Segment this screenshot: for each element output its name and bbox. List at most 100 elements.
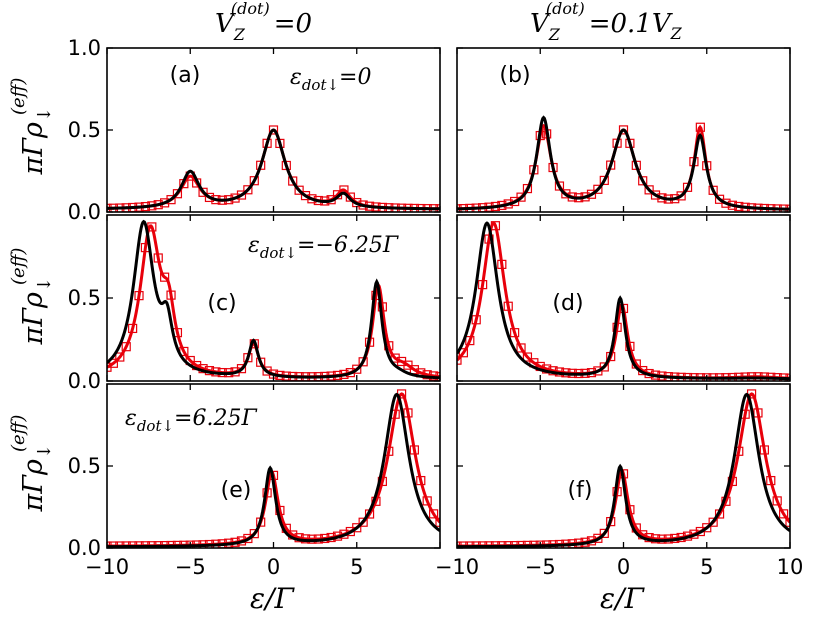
y-axis-label-row-1: πΓρ↓(eff) — [8, 248, 55, 346]
red-series-line — [107, 128, 440, 211]
svg-text:πΓρ↓(eff): πΓρ↓(eff) — [8, 248, 55, 346]
column-title-left: VZ(dot)=0 — [215, 0, 312, 44]
red-marker — [458, 348, 468, 358]
red-marker — [561, 189, 571, 199]
red-marker — [638, 176, 648, 186]
red-marker — [465, 335, 475, 346]
x-tick-label: −5 — [525, 555, 556, 579]
red-marker — [288, 176, 298, 186]
red-marker — [300, 191, 311, 201]
y-tick-label: 0.0 — [68, 200, 101, 224]
red-marker — [147, 222, 157, 232]
red-marker — [516, 343, 526, 353]
red-marker — [134, 291, 144, 301]
panel-label: (f) — [568, 478, 593, 503]
red-marker — [586, 189, 597, 199]
red-marker — [593, 184, 603, 194]
black-series-line — [107, 392, 440, 548]
red-marker — [268, 125, 279, 135]
red-marker — [778, 509, 789, 519]
red-marker — [358, 517, 368, 527]
red-marker — [599, 362, 609, 372]
red-marker — [522, 352, 533, 362]
red-marker — [249, 176, 259, 186]
black-series-line — [457, 392, 790, 548]
panel-a: 0.0 0.5 1.0 (a) — [68, 36, 441, 224]
red-marker — [457, 355, 462, 365]
y-tick-label: 0.5 — [68, 118, 101, 142]
x-tick-label: −10 — [435, 555, 479, 579]
red-marker — [484, 234, 494, 244]
y-tick-label: 1.0 — [68, 36, 101, 60]
black-series-line — [457, 115, 790, 211]
red-marker — [682, 182, 693, 192]
red-series-line — [457, 123, 790, 211]
red-marker — [409, 445, 419, 455]
panel-e: −10 −5 0 5 0.0 0.5 (e) — [68, 383, 441, 579]
y-axis-label-row-2: πΓρ↓(eff) — [8, 415, 55, 513]
red-marker — [618, 125, 629, 135]
x-tick-label: 5 — [350, 555, 363, 579]
red-marker — [435, 517, 440, 527]
y-axis-label-row-0: πΓρ↓(eff) — [8, 78, 55, 176]
red-marker — [345, 192, 355, 202]
red-marker — [497, 259, 507, 269]
red-marker — [166, 290, 176, 300]
red-marker — [490, 221, 501, 231]
x-axis-label-right: ε/Γ — [600, 582, 645, 615]
black-series-line — [107, 219, 440, 380]
red-marker — [294, 185, 304, 195]
red-marker — [599, 175, 609, 186]
red-series-markers — [107, 125, 440, 212]
red-marker — [236, 364, 247, 374]
red-marker — [785, 517, 790, 527]
svg-text:πΓρ↓(eff): πΓρ↓(eff) — [8, 78, 55, 176]
red-marker — [128, 323, 138, 334]
row-annotation: εdot↓=0 — [290, 65, 371, 94]
red-marker — [243, 185, 253, 195]
red-marker — [503, 301, 513, 311]
row-annotation: εdot↓=6.25Γ — [125, 406, 257, 435]
red-series-line — [457, 221, 790, 380]
red-marker — [121, 342, 131, 352]
y-tick-label: 0.5 — [68, 286, 101, 310]
black-series-line — [457, 221, 790, 381]
red-marker — [593, 533, 603, 543]
red-marker — [198, 187, 208, 197]
panel-label: (c) — [207, 291, 236, 316]
red-marker — [352, 523, 362, 533]
red-marker — [554, 181, 565, 191]
red-marker — [416, 475, 426, 486]
axes-frame — [106, 383, 441, 549]
x-tick-label: 0 — [267, 555, 280, 579]
red-marker — [262, 366, 272, 376]
x-tick-label: 5 — [700, 555, 713, 579]
panels: 0.0 0.5 1.0 (a) (b) 0.0 0.5 (c) (d) −10 −5 0 5 0.0 0.5… — [68, 36, 804, 579]
red-marker — [249, 529, 259, 539]
red-marker — [115, 352, 125, 362]
black-series-line — [107, 128, 440, 211]
red-marker — [599, 528, 609, 538]
red-marker — [702, 523, 712, 533]
column-title-right: VZ(dot)=0.1VZ — [530, 0, 683, 44]
red-marker — [516, 192, 526, 202]
x-tick-label: 10 — [777, 555, 804, 579]
red-marker — [172, 189, 183, 199]
panel-c: 0.0 0.5 (c) — [68, 214, 441, 393]
red-marker — [352, 364, 362, 374]
red-marker — [471, 315, 481, 325]
red-series-markers — [107, 389, 440, 548]
red-marker — [695, 122, 705, 132]
red-marker — [403, 408, 413, 418]
red-series-markers — [457, 122, 790, 212]
red-marker — [160, 272, 170, 282]
panel-label: (b) — [499, 63, 530, 88]
red-marker — [422, 496, 432, 506]
row-annotation: εdot↓=−6.25Γ — [248, 233, 399, 262]
x-tick-label: −5 — [175, 555, 206, 579]
panel-d: (d) — [456, 214, 791, 382]
x-tick-label: −10 — [85, 555, 129, 579]
red-marker — [422, 370, 432, 380]
x-tick-label: 0 — [617, 555, 630, 579]
